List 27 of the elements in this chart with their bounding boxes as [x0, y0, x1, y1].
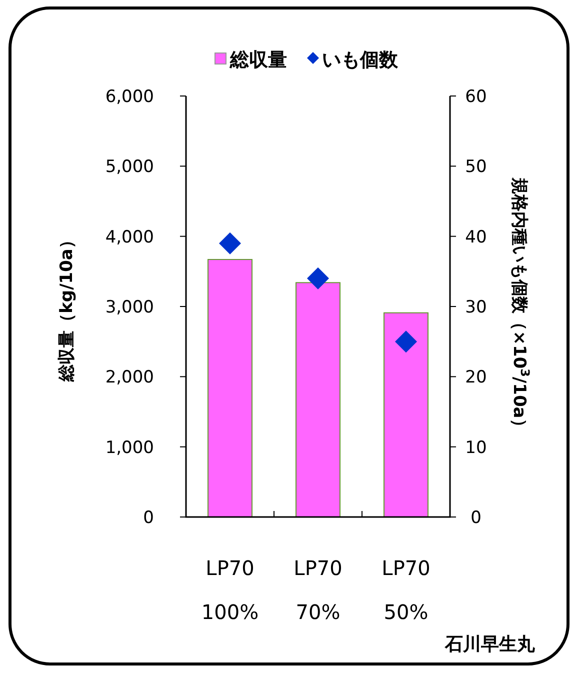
- legend-label: いも個数: [322, 49, 399, 71]
- x-tick-label: LP70 70%: [294, 556, 342, 624]
- legend-label: 総収量: [229, 49, 287, 71]
- y-tick-label: 1,000: [105, 438, 154, 458]
- y-axis-title: 総収量（kg/10a）: [57, 232, 77, 382]
- x-tick-label: LP70 50%: [382, 556, 430, 624]
- point: [219, 232, 241, 254]
- bar: [384, 312, 428, 518]
- y2-tick-label: 30: [465, 298, 487, 318]
- y-tick-label: 5,000: [105, 157, 154, 178]
- text: 石川早生丸: [444, 634, 535, 655]
- y2-tick-label: 40: [465, 227, 487, 248]
- point: [395, 330, 417, 353]
- y2-tick-label: 50: [465, 157, 487, 178]
- y-tick-label: 0: [143, 508, 154, 528]
- bar: [296, 282, 340, 518]
- y-tick-label: 3,000: [105, 298, 154, 318]
- y-tick-label: 2,000: [105, 368, 154, 388]
- x-tick-label: LP70 100%: [201, 556, 259, 624]
- point: [307, 267, 329, 290]
- y2-tick-label: 60: [465, 87, 487, 107]
- y2-tick-label: 20: [465, 368, 487, 388]
- y-tick-label: 4,000: [105, 227, 154, 248]
- bar: [208, 258, 252, 518]
- y2-tick-label: 0: [470, 508, 482, 528]
- y-tick-label: 6,000: [105, 87, 154, 107]
- y2-tick-label: 10: [465, 438, 487, 458]
